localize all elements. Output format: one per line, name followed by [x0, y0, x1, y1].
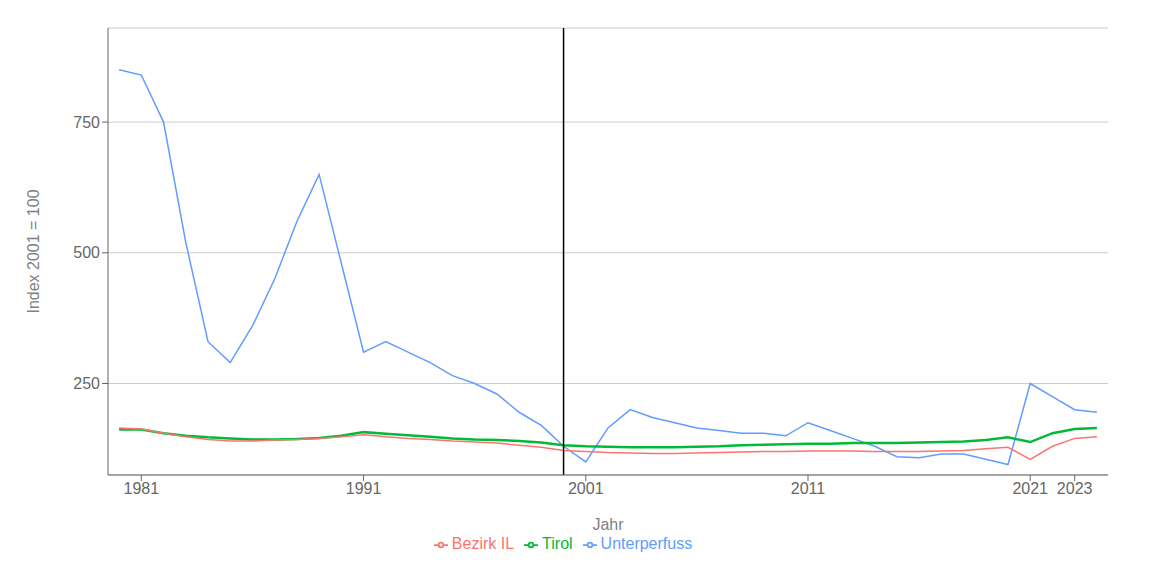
html-text:Tirol: Tirol	[542, 535, 573, 552]
svg-text:500: 500	[73, 244, 100, 261]
html-text:Bezirk IL: Bezirk IL	[451, 535, 515, 552]
svg-text:Index 2001 = 100: Index 2001 = 100	[25, 189, 42, 313]
svg-text:750: 750	[73, 114, 100, 131]
svg-text:2011: 2011	[791, 480, 826, 497]
svg-text:1981: 1981	[124, 480, 160, 497]
svg-text:Jahr: Jahr	[592, 516, 624, 533]
svg-text:1991: 1991	[346, 480, 382, 497]
svg-text:250: 250	[73, 375, 100, 392]
svg-text:2023: 2023	[1057, 480, 1093, 497]
html-text:Unterperfuss: Unterperfuss	[600, 535, 693, 552]
svg-text:2021: 2021	[1012, 480, 1048, 497]
svg-text:2001: 2001	[568, 480, 604, 497]
